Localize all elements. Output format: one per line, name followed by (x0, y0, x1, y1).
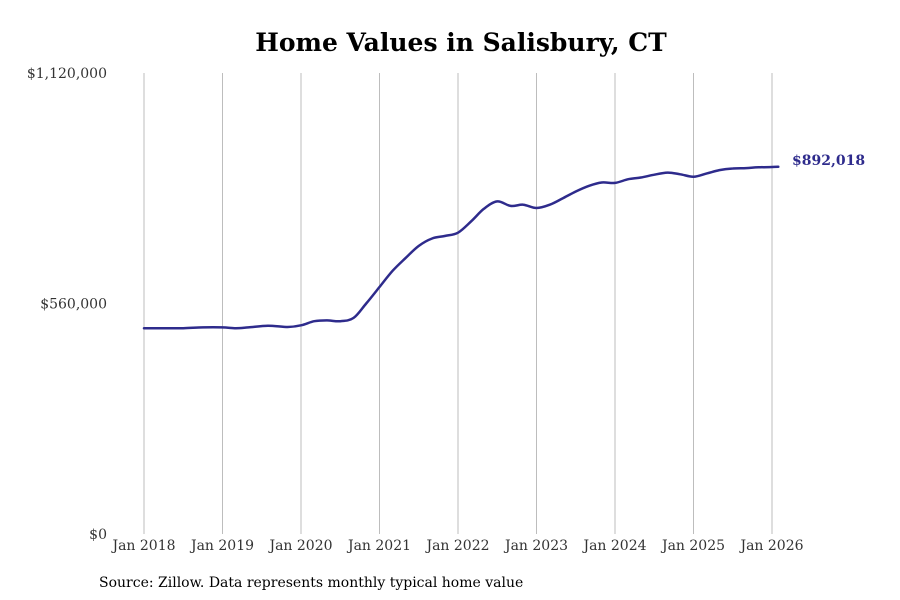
x-tick-label: Jan 2023 (503, 538, 568, 554)
home-value-line (142, 165, 780, 330)
x-tick-label: Jan 2018 (110, 538, 175, 554)
gridlines (143, 73, 773, 534)
x-tick-label: Jan 2022 (424, 538, 489, 554)
x-tick-label: Jan 2024 (581, 538, 646, 554)
y-axis-ticks: $0 $560,000 $1,120,000 (27, 66, 107, 543)
x-tick-label: Jan 2021 (346, 538, 411, 554)
x-tick-label: Jan 2019 (189, 538, 254, 554)
source-note: Source: Zillow. Data represents monthly … (99, 575, 523, 591)
x-axis-ticks: Jan 2018 Jan 2019 Jan 2020 Jan 2021 Jan 2022… (110, 538, 803, 554)
y-tick-label: $0 (89, 527, 107, 543)
y-tick-label: $560,000 (40, 297, 107, 313)
x-tick-label: Jan 2020 (267, 538, 332, 554)
x-tick-label: Jan 2025 (660, 538, 725, 554)
x-tick-label: Jan 2026 (738, 538, 803, 554)
y-tick-label: $1,120,000 (27, 66, 107, 82)
chart-title: Home Values in Salisbury, CT (255, 28, 667, 57)
end-value-label: $892,018 (792, 153, 865, 169)
